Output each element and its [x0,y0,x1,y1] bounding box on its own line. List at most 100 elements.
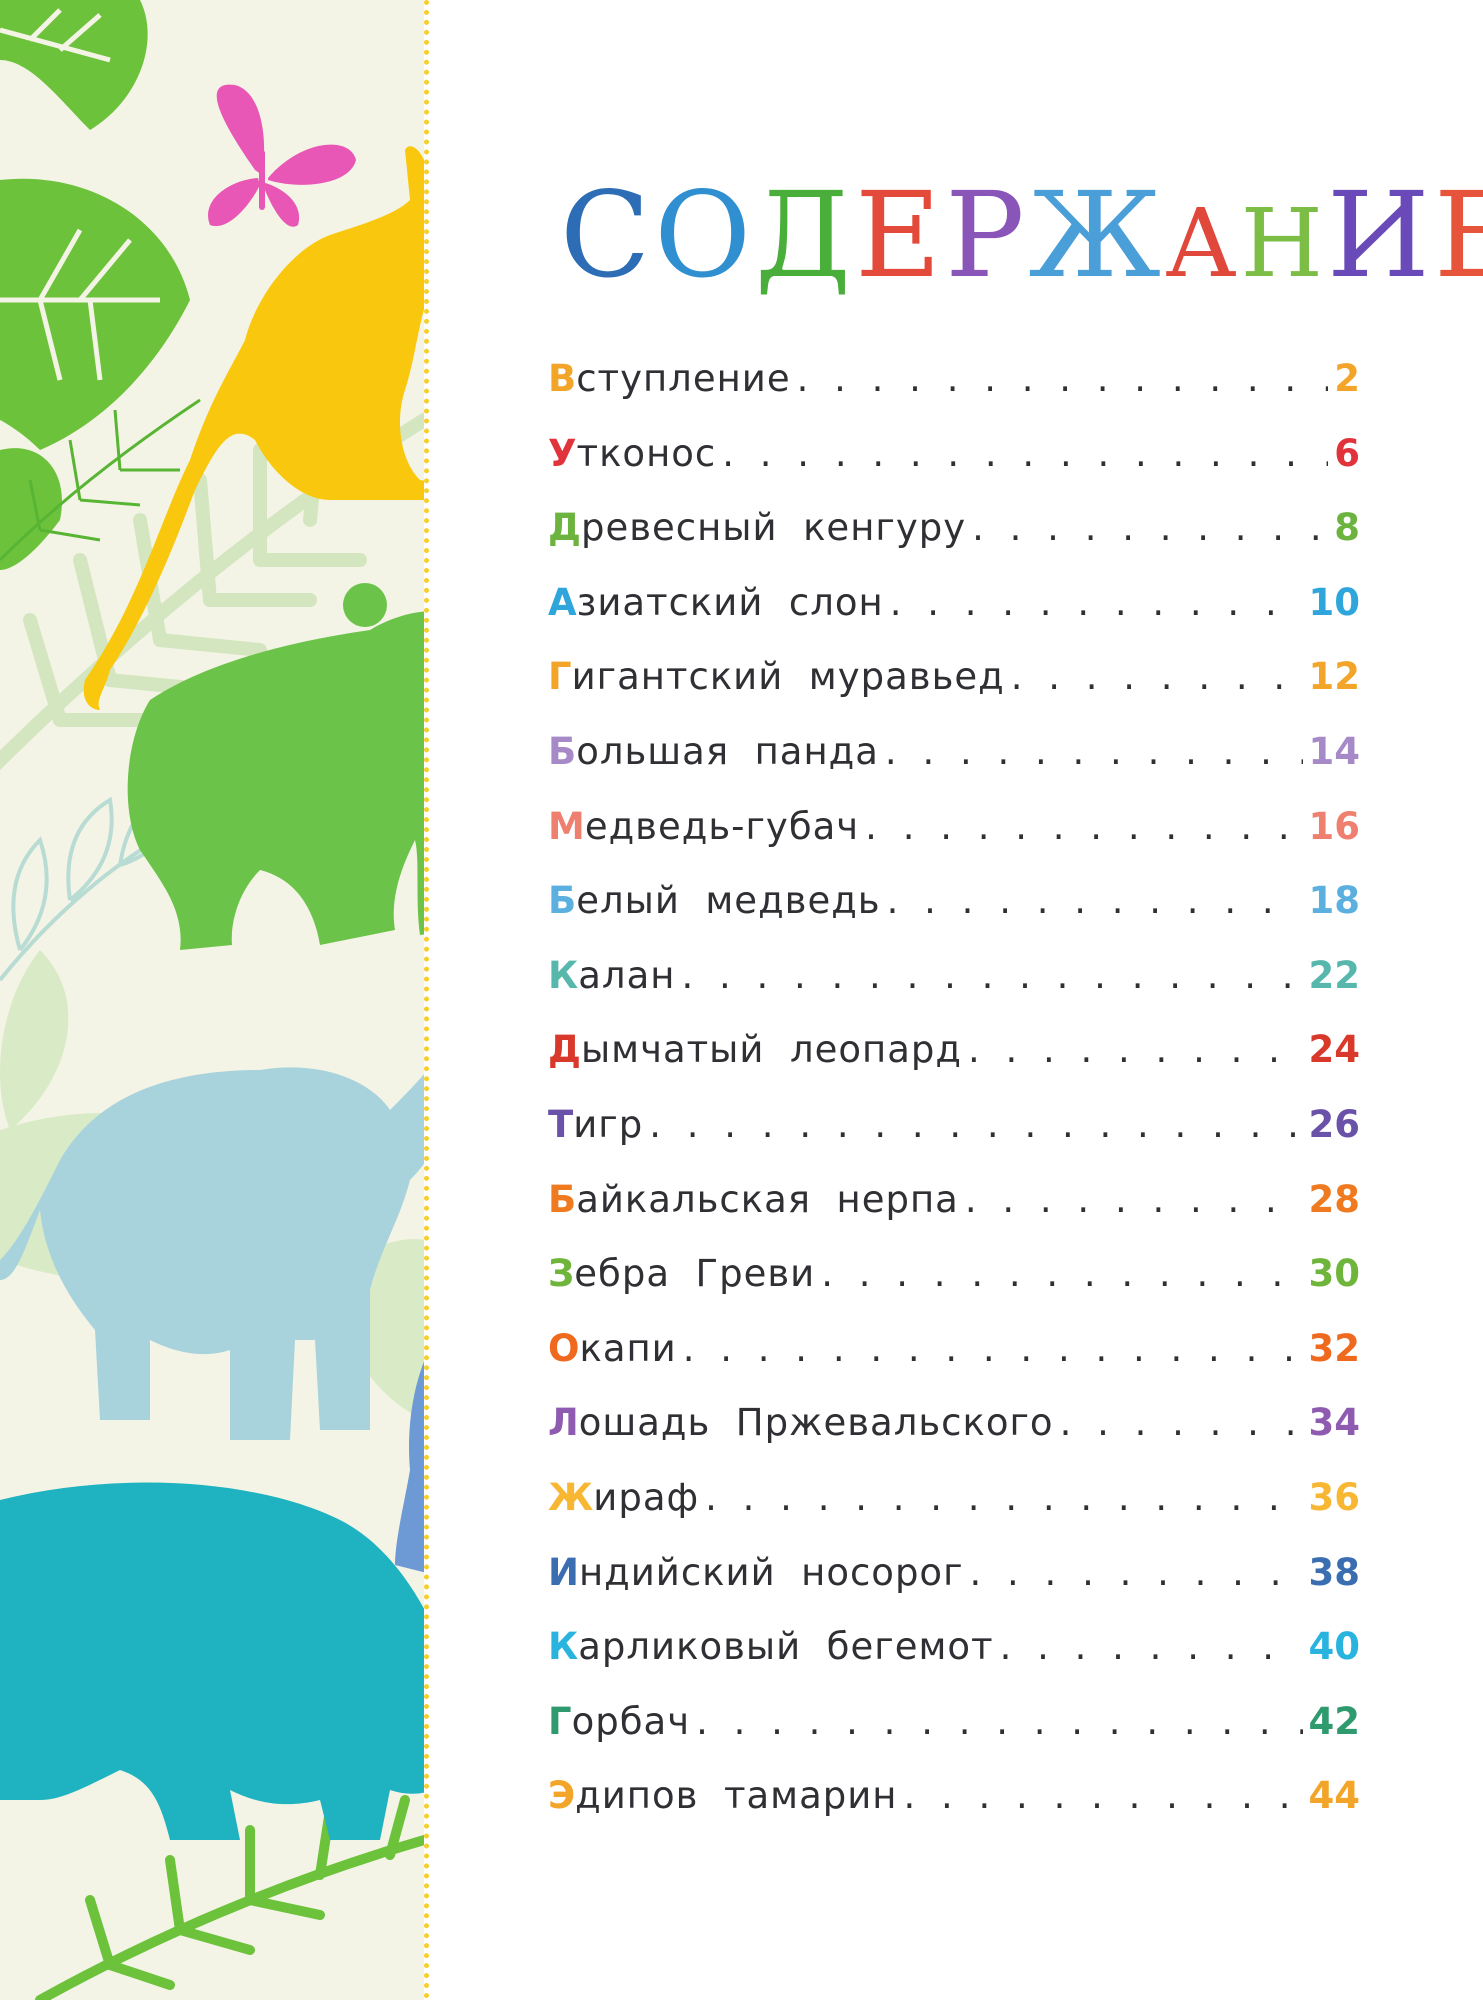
toc-entry-initial: Б [548,1177,577,1221]
toc-entry-title: айкальская нерпа [576,1177,959,1221]
toc-entry-title: дипов тамарин [575,1774,898,1818]
toc-dot-leader: . . . . . . . . . . . . . . . . . . . . … [722,431,1328,475]
toc-entry-initial: Э [548,1774,576,1818]
elephant-silhouette [0,1067,424,1440]
toc-entry-page: 14 [1308,729,1361,773]
toc-entry-page: 2 [1334,357,1360,400]
toc-entry-title: ревесный кенгуру [580,506,967,550]
toc-entry-initial: К [548,953,579,997]
title-letter: С [560,166,655,304]
toc-entry-page: 38 [1308,1550,1361,1594]
toc-dot-leader: . . . . . . . . . . . . . . . . . . . . … [821,1252,1302,1296]
toc-dot-leader: . . . . . . . . . . . . . . . . . . . . … [972,506,1329,550]
hippo-silhouette [0,1482,424,1840]
toc-entry-page: 32 [1308,1326,1361,1370]
toc-entry-title: зиатский слон [576,580,884,624]
toc-entry-page: 18 [1308,879,1361,923]
toc-entry-page: 24 [1308,1028,1361,1072]
toc-dot-leader: . . . . . . . . . . . . . . . . . . . . … [969,1550,1303,1594]
dotted-divider [424,0,429,2000]
toc-entry-page: 10 [1308,580,1361,624]
toc-entry-initial: У [548,431,577,475]
toc-dot-leader: . . . . . . . . . . . . . . . . . . . . … [796,357,1329,400]
toc-dot-leader: . . . . . . . . . . . . . . . . . . . . … [681,953,1302,997]
toc-entry-initial: Г [548,1699,572,1743]
toc-entry-initial: М [548,804,585,848]
toc-dot-leader: . . . . . . . . . . . . . . . . . . . . … [964,1177,1303,1221]
toc-entry-initial: Ж [548,1475,594,1519]
title-letter: Д [755,166,855,304]
toc-entry-page: 12 [1308,655,1361,699]
fern-sprig [0,398,201,562]
toc-entry-title: елый медведь [576,879,881,923]
toc-dot-leader: . . . . . . . . . . . . . . . . . . . . … [967,1028,1303,1072]
toc-entry-title: тконос [576,431,717,475]
animal-illustration [0,0,424,2000]
title-letter: И [1326,166,1434,304]
toc-entry-title: ираф [593,1475,700,1519]
toc-dot-leader: . . . . . . . . . . . . . . . . . . . . … [884,729,1303,773]
toc-entry-initial: Б [548,879,577,923]
toc-entry-title: алан [578,953,676,997]
toc-entry-title: игр [573,1102,644,1146]
toc-entry-initial: Т [548,1102,574,1146]
toc-entry-initial: Д [548,1028,581,1072]
title-letter: Н [1240,189,1327,299]
toc-entry-initial: К [548,1625,579,1669]
toc-dot-leader: . . . . . . . . . . . . . . . . . . . . … [649,1102,1302,1146]
toc-entry-initial: Б [548,729,577,773]
bear-silhouette [127,583,424,950]
toc-entry-initial: З [548,1252,575,1296]
title-letter: Е [854,166,946,304]
toc-entry-title: едведь-губач [584,804,860,848]
toc-entry-title: арликовый бегемот [578,1625,994,1669]
penguin-silhouette [395,1361,424,1573]
kangaroo-silhouette [83,146,424,710]
title-letter: А [1165,189,1241,299]
toc-entry-page: 44 [1308,1774,1361,1818]
title-letter: Ж [1028,166,1166,304]
toc-entry-page: 34 [1308,1401,1361,1445]
monstera-veins [0,8,160,381]
toc-entry-initial: О [548,1326,580,1370]
toc-dot-leader: . . . . . . . . . . . . . . . . . . . . … [903,1774,1302,1818]
toc-entry-title: игантский муравьед [571,655,1005,699]
toc-dot-leader: . . . . . . . . . . . . . . . . . . . . … [865,804,1302,848]
toc-entry-title: ошадь Пржевальского [578,1401,1054,1445]
toc-entry-initial: И [548,1550,579,1594]
toc-dot-leader: . . . . . . . . . . . . . . . . . . . . … [886,879,1303,923]
toc-entry-page: 6 [1334,431,1360,475]
toc-entry-title: ольшая панда [576,729,879,773]
toc-entry-title: капи [579,1326,677,1370]
butterfly-silhouette [208,84,356,227]
toc-dot-leader: . . . . . . . . . . . . . . . . . . . . … [889,580,1303,624]
toc-dot-leader: . . . . . . . . . . . . . . . . . . . . … [696,1699,1302,1743]
illustration-panel [0,0,424,2000]
toc-dot-leader: . . . . . . . . . . . . . . . . . . . . … [1010,655,1303,699]
title-letter: Е [1433,166,1483,304]
toc-entry-page: 40 [1308,1625,1361,1669]
toc-entry-initial: Г [548,655,572,699]
toc-entry-initial: А [548,580,577,624]
toc-entry-page: 30 [1308,1252,1361,1296]
